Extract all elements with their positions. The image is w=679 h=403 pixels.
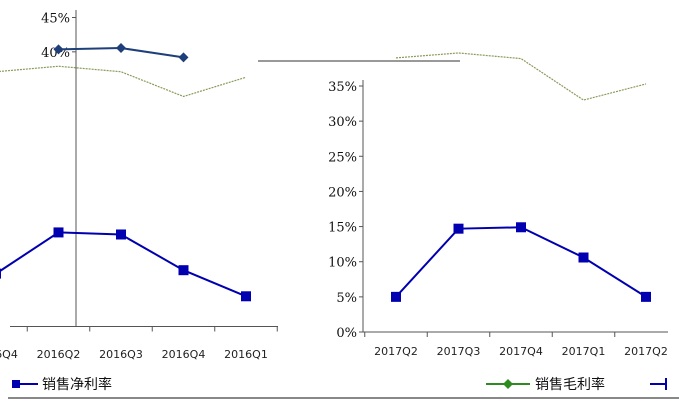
left-point <box>53 227 64 238</box>
left-y-tick-label: 45% <box>41 12 70 27</box>
right-point <box>578 252 589 263</box>
right-point <box>516 222 526 233</box>
left-point <box>116 43 126 54</box>
right-y-tick-label: 10% <box>328 256 357 271</box>
left-point <box>178 52 189 63</box>
legend-net-margin-marker <box>12 380 20 388</box>
right-y-tick-label: 25% <box>328 150 357 165</box>
right-y-tick-label: 0% <box>336 326 357 341</box>
left-series-line-1 <box>0 65 247 98</box>
right-x-tick-label: 2017Q1 <box>562 345 606 358</box>
legend-gross-margin-label: 销售毛利率 <box>535 376 605 393</box>
left-point <box>116 229 126 240</box>
right-series-line-1 <box>395 226 647 298</box>
left-x-tick-label: 2016Q4 <box>162 348 206 361</box>
right-point <box>641 291 651 302</box>
right-x-tick-label: 2017Q2 <box>624 345 668 358</box>
right-x-tick-label: 2017Q3 <box>437 345 481 358</box>
left-series-line-2 <box>0 231 247 298</box>
left-x-tick-label: 2016Q1 <box>224 348 268 361</box>
right-series-line-0 <box>395 52 647 101</box>
right-point <box>391 291 401 302</box>
left-x-tick-label: 2016Q4 <box>0 348 18 361</box>
left-point <box>53 44 64 55</box>
right-y-tick-label: 15% <box>328 221 357 236</box>
right-x-tick-label: 2017Q2 <box>374 345 418 358</box>
left-x-tick-label: 2016Q3 <box>99 348 143 361</box>
right-y-tick-label: 30% <box>328 115 357 130</box>
left-point <box>0 268 1 279</box>
legend-gross-margin-marker <box>503 379 513 389</box>
legend: 销售净利率 销售毛利率 <box>12 376 667 393</box>
right-x-tick-label: 2017Q4 <box>499 345 543 358</box>
right-y-tick-label: 20% <box>328 185 357 200</box>
right-point <box>453 223 464 234</box>
right-y-tick-label: 35% <box>328 80 357 95</box>
left-point <box>241 291 251 302</box>
left-x-tick-label: 2016Q2 <box>37 348 81 361</box>
right-y-tick-label: 5% <box>336 291 357 306</box>
legend-net-margin-label: 销售净利率 <box>42 376 112 393</box>
left-chart: 40%45%2016Q42016Q22016Q32016Q42016Q1 <box>0 10 278 361</box>
left-point <box>178 265 189 276</box>
right-chart: 0% 5% 10% 15% 20% 25% 30% 35% 2017Q2 2017Q3 2017Q4… <box>258 52 668 358</box>
